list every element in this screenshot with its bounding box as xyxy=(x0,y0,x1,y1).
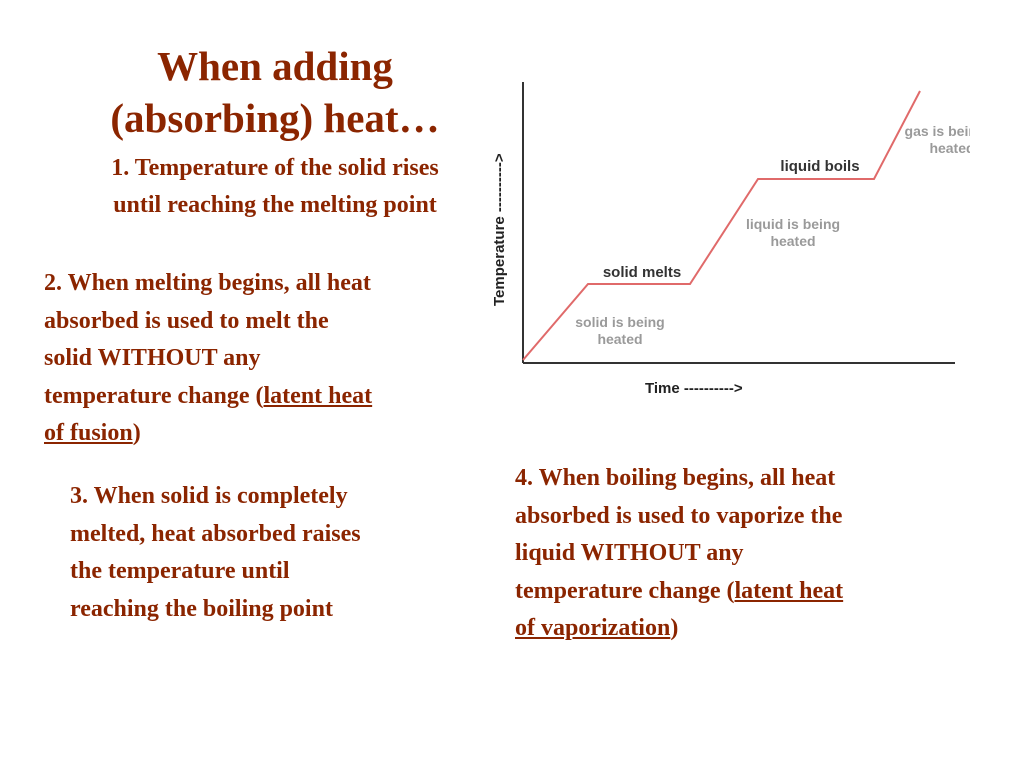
title-line-1: When adding xyxy=(157,43,393,89)
point-2-line-5: of fusion) xyxy=(44,415,484,453)
point-3-line-3: the temperature until xyxy=(70,558,290,584)
point-2-line-1: 2. When melting begins, all heat xyxy=(44,270,371,296)
point-3-line-2: melted, heat absorbed raises xyxy=(70,520,361,547)
point-3-text: 3. When solid is completely melted, heat… xyxy=(70,478,470,628)
point-1-line-1: 1. Temperature of the solid rises xyxy=(111,155,439,181)
point-2-prefix: temperature change ( xyxy=(44,382,264,409)
label-gas-heated-line-1: gas is being xyxy=(905,123,970,139)
point-1-line-2: until reaching the melting point xyxy=(113,192,437,218)
heating-curve-line xyxy=(522,90,921,361)
point-3-line-4: reaching the boiling point xyxy=(70,595,333,622)
point-4-prefix: temperature change ( xyxy=(515,577,735,604)
point-1-text: 1. Temperature of the solid rises until … xyxy=(50,150,500,224)
latent-heat-of-fusion-term-1: latent heat xyxy=(263,382,373,409)
latent-heat-of-fusion-term-2: of fusion xyxy=(44,420,133,446)
label-solid-heated-line-1: solid is being xyxy=(575,314,664,330)
title-line-2: (absorbing) heat… xyxy=(110,95,440,141)
point-2-suffix: ) xyxy=(132,420,141,446)
point-4-line-4: temperature change (latent heat xyxy=(515,573,955,611)
point-4-suffix: ) xyxy=(670,615,679,641)
label-liquid-boils: liquid boils xyxy=(780,158,859,175)
point-2-text: 2. When melting begins, all heat absorbe… xyxy=(44,265,484,453)
label-liquid-heated-line-2: heated xyxy=(770,233,815,249)
point-2-line-3: solid WITHOUT any xyxy=(44,345,261,371)
label-liquid-heated-line-1: liquid is being xyxy=(746,216,840,232)
latent-heat-of-vaporization-term-2: of vaporization xyxy=(515,615,671,641)
label-solid-heated-line-2: heated xyxy=(597,331,642,347)
point-2-line-2: absorbed is used to melt the xyxy=(44,307,329,334)
point-4-text: 4. When boiling begins, all heat absorbe… xyxy=(515,460,955,648)
x-axis-label: Time ----------> xyxy=(645,380,743,397)
point-4-line-1: 4. When boiling begins, all heat xyxy=(515,465,836,491)
point-2-line-4: temperature change (latent heat xyxy=(44,378,484,416)
point-4-line-3: liquid WITHOUT any xyxy=(515,540,744,566)
slide-title: When adding (absorbing) heat… xyxy=(40,40,510,144)
point-4-line-2: absorbed is used to vaporize the xyxy=(515,502,843,529)
label-solid-melts: solid melts xyxy=(603,264,681,281)
latent-heat-of-vaporization-term-1: latent heat xyxy=(734,577,844,604)
label-gas-heated-line-2: heated xyxy=(929,140,970,156)
point-4-line-5: of vaporization) xyxy=(515,610,955,648)
point-3-line-1: 3. When solid is completely xyxy=(70,483,348,509)
y-axis-label: Temperature ----------> xyxy=(491,153,508,306)
heating-curve-diagram: Temperature ----------> Time ---------->… xyxy=(491,82,970,397)
